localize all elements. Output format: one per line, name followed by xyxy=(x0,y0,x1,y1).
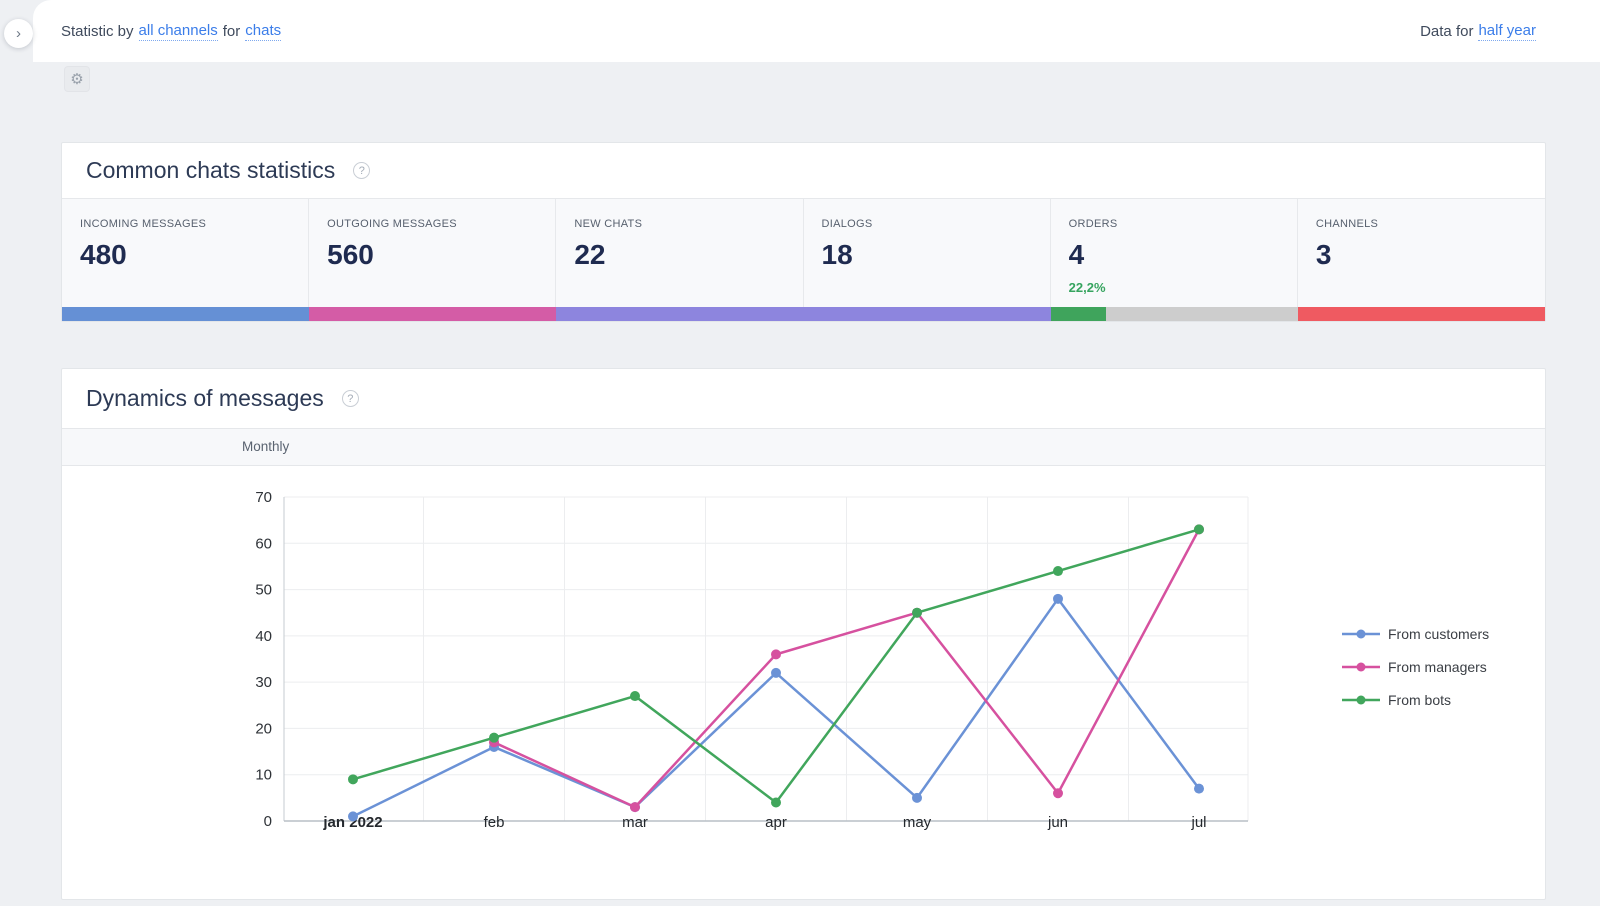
bar-color-block xyxy=(62,307,310,321)
statistic-prefix-text: Statistic by xyxy=(61,22,134,40)
common-stats-card: Common chats statistics ? INCOMING MESSA… xyxy=(61,142,1546,322)
data-point[interactable] xyxy=(630,802,640,813)
series-line xyxy=(352,528,1200,804)
line-chart: 0 10 20 30 40 50 60 70 jan 2022 feb mar apr may jun ju… xyxy=(62,467,1547,901)
series-line xyxy=(493,528,1201,809)
data-point[interactable] xyxy=(771,797,781,808)
top-bar xyxy=(33,0,1600,62)
legend-label: From bots xyxy=(1388,692,1451,708)
stat-value: 560 xyxy=(327,239,374,270)
stat-cell-incoming-messages: INCOMING MESSAGES 480 xyxy=(62,199,310,307)
legend-dot-marker xyxy=(1356,695,1366,705)
data-point[interactable] xyxy=(1194,783,1204,794)
for-text: for xyxy=(222,22,241,40)
stat-value: 4 xyxy=(1068,239,1085,270)
x-tick-label: apr xyxy=(765,814,787,831)
tab-monthly[interactable]: Monthly xyxy=(242,439,290,454)
stat-label: DIALOGS xyxy=(821,218,873,230)
legend-item[interactable]: From managers xyxy=(1342,659,1487,675)
stat-label: ORDERS xyxy=(1068,218,1118,230)
legend-item[interactable]: From customers xyxy=(1342,626,1489,642)
stat-bar-segment xyxy=(62,307,310,321)
settings-button[interactable]: ⚙ xyxy=(64,66,90,92)
data-point[interactable] xyxy=(1053,593,1063,604)
y-tick-label: 40 xyxy=(255,628,272,645)
data-period-selector: Data for half year xyxy=(1420,0,1536,62)
legend-dot-marker xyxy=(1356,629,1366,639)
stats-color-bars xyxy=(62,307,1546,321)
y-tick-label: 20 xyxy=(255,720,272,737)
stat-value: 22 xyxy=(574,239,606,270)
data-point[interactable] xyxy=(912,792,922,803)
data-point[interactable] xyxy=(912,607,922,618)
stat-label: INCOMING MESSAGES xyxy=(80,218,207,230)
data-point[interactable] xyxy=(348,774,358,785)
series-line xyxy=(352,597,1201,818)
stat-bar-segment xyxy=(556,307,804,321)
stats-row: INCOMING MESSAGES 480 OUTGOING MESSAGES 560… xyxy=(62,199,1545,307)
bar-color-block xyxy=(1050,307,1106,321)
x-tick-label: jun xyxy=(1047,814,1068,831)
data-point[interactable] xyxy=(1053,788,1063,799)
stat-bar-segment xyxy=(1050,307,1298,321)
y-tick-label: 50 xyxy=(255,582,272,599)
bar-color-block xyxy=(309,307,557,321)
y-tick-label: 30 xyxy=(255,674,272,691)
dynamics-title: Dynamics of messages xyxy=(86,385,324,411)
collapse-sidebar-button[interactable]: › xyxy=(4,19,33,48)
period-link[interactable]: half year xyxy=(1478,21,1536,41)
data-point[interactable] xyxy=(1053,566,1063,577)
stat-value: 18 xyxy=(821,239,853,270)
y-tick-label: 70 xyxy=(255,489,272,506)
stat-cell-new-chats: NEW CHATS 22 xyxy=(556,199,804,307)
x-tick-label: mar xyxy=(622,814,648,831)
all-channels-link[interactable]: all channels xyxy=(138,21,218,41)
legend-label: From customers xyxy=(1388,626,1489,642)
stat-value: 480 xyxy=(80,239,127,270)
bar-color-block xyxy=(1297,307,1546,321)
stat-cell-channels: CHANNELS 3 xyxy=(1298,199,1545,307)
stat-cell-outgoing-messages: OUTGOING MESSAGES 560 xyxy=(309,199,557,307)
data-for-text: Data for xyxy=(1420,22,1474,40)
y-tick-label: 10 xyxy=(255,767,272,784)
stat-percent: 22,2% xyxy=(1068,280,1106,295)
stat-bar-segment xyxy=(803,307,1051,321)
stat-value: 3 xyxy=(1315,239,1332,270)
bar-color-block xyxy=(1105,307,1298,321)
dynamics-card: Dynamics of messages ? Monthly 0 10 20 30 40… xyxy=(61,368,1546,900)
stat-bar-segment xyxy=(1297,307,1546,321)
bar-color-block xyxy=(803,307,1051,321)
data-point[interactable] xyxy=(1194,524,1204,535)
chart-tab-strip: Monthly xyxy=(62,428,1545,466)
help-icon[interactable]: ? xyxy=(353,162,371,179)
legend-item[interactable]: From bots xyxy=(1342,692,1451,708)
gear-icon: ⚙ xyxy=(70,71,84,88)
legend-label: From managers xyxy=(1388,659,1487,675)
chevron-right-icon: › xyxy=(16,25,21,42)
x-tick-label: may xyxy=(903,814,932,831)
chats-link[interactable]: chats xyxy=(245,21,282,41)
y-tick-label: 0 xyxy=(264,813,272,830)
data-point[interactable] xyxy=(771,649,781,660)
bar-color-block xyxy=(556,307,804,321)
stat-bar-segment xyxy=(309,307,557,321)
stat-label: CHANNELS xyxy=(1315,218,1379,230)
chart-svg: 0 10 20 30 40 50 60 70 jan 2022 feb mar apr may jun ju… xyxy=(255,489,1489,831)
legend-dot-marker xyxy=(1356,662,1366,672)
stat-cell-orders: ORDERS 4 22,2% xyxy=(1051,199,1298,307)
common-stats-title: Common chats statistics xyxy=(86,157,336,183)
x-tick-label: jan 2022 xyxy=(322,814,382,831)
data-point[interactable] xyxy=(630,691,640,702)
help-icon[interactable]: ? xyxy=(341,390,359,407)
stat-cell-dialogs: DIALOGS 18 xyxy=(804,199,1051,307)
data-point[interactable] xyxy=(489,732,499,743)
data-point[interactable] xyxy=(348,811,358,822)
x-tick-label: jul xyxy=(1190,814,1206,831)
x-tick-label: feb xyxy=(484,814,505,831)
statistic-breadcrumb: Statistic by all channels for chats xyxy=(61,0,282,62)
y-tick-label: 60 xyxy=(255,535,272,552)
stat-label: NEW CHATS xyxy=(574,218,643,230)
data-point[interactable] xyxy=(771,667,781,678)
stat-label: OUTGOING MESSAGES xyxy=(327,218,457,230)
